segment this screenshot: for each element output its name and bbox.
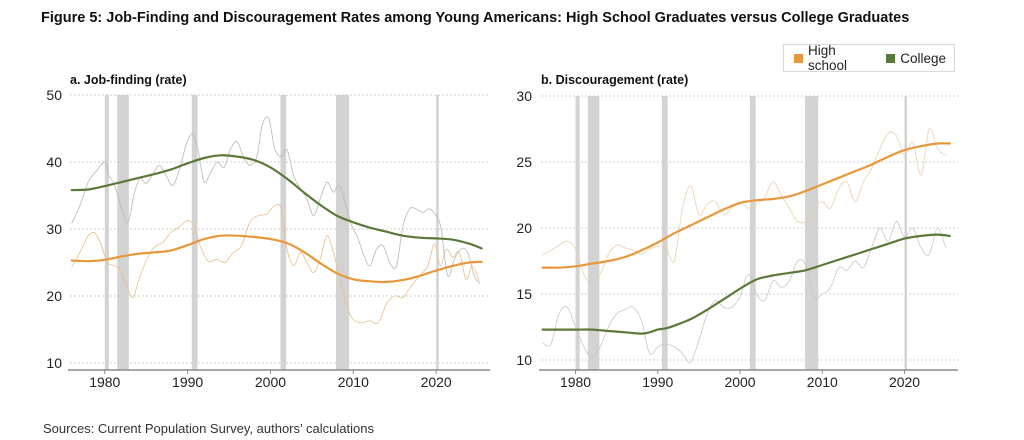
series-line-high-school-trend	[541, 142, 951, 269]
recession-band	[904, 96, 908, 370]
recession-band	[587, 96, 600, 370]
x-tick-label: 2010	[338, 374, 369, 390]
source-note: Sources: Current Population Survey, auth…	[43, 421, 374, 436]
y-tick-label: 40	[46, 154, 62, 170]
recession-band	[436, 95, 439, 370]
recession-band	[191, 95, 198, 370]
series-line-high-school-raw	[542, 127, 946, 284]
series-line-college-trend	[70, 154, 483, 250]
recession-band	[117, 95, 129, 370]
series-line-college-raw	[71, 116, 481, 285]
legend-item-high-school: High school	[794, 43, 878, 73]
y-tick-label: 10	[516, 352, 532, 368]
series-line-high-school-trend	[70, 234, 483, 284]
series-line-high-school-raw	[71, 203, 480, 325]
x-tick-label: 1980	[560, 374, 591, 390]
legend-label-college: College	[900, 50, 946, 66]
recession-band	[661, 96, 668, 370]
y-tick-label: 30	[516, 88, 532, 104]
x-tick-label: 2020	[889, 374, 920, 390]
recession-band	[749, 96, 756, 370]
x-tick-label: 1990	[172, 374, 203, 390]
x-tick-label: 1990	[642, 374, 673, 390]
recession-band	[805, 96, 819, 370]
recession-band	[575, 96, 580, 370]
legend-swatch-college	[886, 53, 896, 63]
panel-job-finding: a. Job-finding (rate) 10 20 30 40 50 1980 1990 2…	[46, 73, 490, 390]
recession-band	[280, 95, 287, 370]
series-line-college-trend	[541, 233, 951, 335]
y-tick-label: 30	[46, 221, 62, 237]
y-tick-label: 20	[516, 220, 532, 236]
panel-title: b. Discouragement (rate)	[541, 73, 688, 87]
recession-band	[104, 95, 109, 370]
y-tick-label: 10	[46, 355, 62, 371]
legend: High school College	[783, 43, 955, 73]
legend-swatch-high-school	[794, 53, 803, 63]
y-tick-label: 20	[46, 288, 62, 304]
x-tick-label: 2000	[724, 374, 755, 390]
x-tick-label: 2010	[807, 374, 838, 390]
y-tick-label: 50	[46, 87, 62, 103]
legend-item-college: College	[886, 51, 946, 66]
legend-label-high-school: High school	[807, 43, 847, 73]
series-line-college-raw	[542, 220, 947, 364]
x-tick-label: 2000	[255, 374, 286, 390]
panel-title: a. Job-finding (rate)	[70, 73, 187, 87]
y-tick-label: 15	[516, 286, 532, 302]
recession-band	[335, 95, 350, 370]
x-tick-label: 2020	[421, 374, 452, 390]
x-tick-label: 1980	[89, 374, 120, 390]
figure-title: Figure 5: Job-Finding and Discouragement…	[41, 10, 910, 26]
y-tick-label: 25	[516, 154, 532, 170]
panel-discouragement: b. Discouragement (rate) 10 15 20 25 30 1980 19…	[516, 73, 958, 390]
